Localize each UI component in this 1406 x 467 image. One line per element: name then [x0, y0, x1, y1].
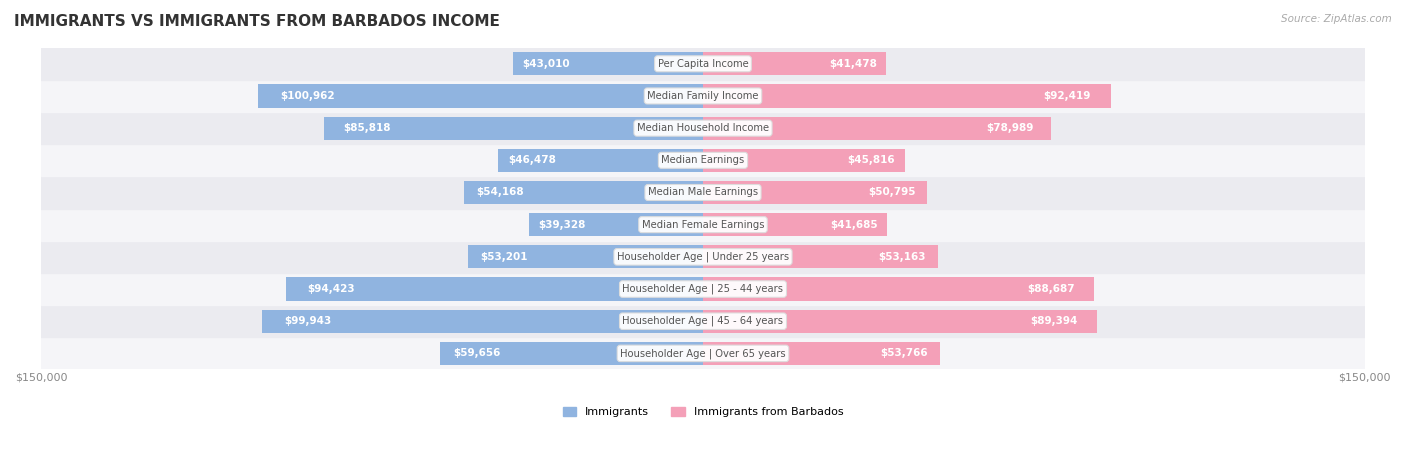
Bar — [703, 310, 1097, 333]
Bar — [41, 305, 1365, 337]
Legend: Immigrants, Immigrants from Barbados: Immigrants, Immigrants from Barbados — [558, 403, 848, 422]
Bar — [257, 85, 703, 107]
Bar — [703, 181, 927, 204]
Bar — [464, 181, 703, 204]
Text: $89,394: $89,394 — [1031, 316, 1077, 326]
Text: $78,989: $78,989 — [987, 123, 1033, 133]
Bar — [530, 213, 703, 236]
Text: IMMIGRANTS VS IMMIGRANTS FROM BARBADOS INCOME: IMMIGRANTS VS IMMIGRANTS FROM BARBADOS I… — [14, 14, 501, 29]
Text: Householder Age | 25 - 44 years: Householder Age | 25 - 44 years — [623, 284, 783, 294]
Text: Median Female Earnings: Median Female Earnings — [641, 219, 765, 230]
Bar — [41, 80, 1365, 112]
Text: $100,962: $100,962 — [280, 91, 335, 101]
Bar — [703, 277, 1094, 301]
Bar — [703, 52, 886, 75]
Text: $46,478: $46,478 — [508, 156, 557, 165]
Bar — [498, 149, 703, 172]
Text: Median Family Income: Median Family Income — [647, 91, 759, 101]
Bar — [41, 241, 1365, 273]
Text: Householder Age | 45 - 64 years: Householder Age | 45 - 64 years — [623, 316, 783, 326]
Text: $54,168: $54,168 — [477, 187, 523, 198]
Bar — [41, 273, 1365, 305]
Bar — [41, 209, 1365, 241]
Text: Median Male Earnings: Median Male Earnings — [648, 187, 758, 198]
Text: $59,656: $59,656 — [453, 348, 501, 358]
Bar — [41, 337, 1365, 369]
Bar — [703, 245, 938, 269]
Text: $43,010: $43,010 — [523, 59, 571, 69]
Text: $85,818: $85,818 — [343, 123, 391, 133]
Text: $88,687: $88,687 — [1026, 284, 1074, 294]
Text: $41,478: $41,478 — [830, 59, 877, 69]
Bar — [325, 117, 703, 140]
Bar — [41, 112, 1365, 144]
Text: $50,795: $50,795 — [869, 187, 915, 198]
Text: $53,201: $53,201 — [479, 252, 527, 262]
Text: $39,328: $39,328 — [538, 219, 585, 230]
Text: Householder Age | Under 25 years: Householder Age | Under 25 years — [617, 252, 789, 262]
Bar — [703, 149, 905, 172]
Bar — [513, 52, 703, 75]
Text: Householder Age | Over 65 years: Householder Age | Over 65 years — [620, 348, 786, 359]
Text: Median Earnings: Median Earnings — [661, 156, 745, 165]
Bar — [468, 245, 703, 269]
Bar — [41, 144, 1365, 177]
Bar — [41, 48, 1365, 80]
Text: $94,423: $94,423 — [308, 284, 354, 294]
Text: $41,685: $41,685 — [830, 219, 877, 230]
Bar — [262, 310, 703, 333]
Text: $53,766: $53,766 — [880, 348, 928, 358]
Text: $92,419: $92,419 — [1043, 91, 1090, 101]
Bar — [703, 213, 887, 236]
Text: Source: ZipAtlas.com: Source: ZipAtlas.com — [1281, 14, 1392, 24]
Bar — [703, 85, 1111, 107]
Bar — [41, 177, 1365, 209]
Bar — [287, 277, 703, 301]
Bar — [703, 342, 941, 365]
Text: $53,163: $53,163 — [879, 252, 925, 262]
Text: $99,943: $99,943 — [284, 316, 332, 326]
Text: $45,816: $45,816 — [848, 156, 896, 165]
Bar — [440, 342, 703, 365]
Bar — [703, 117, 1052, 140]
Text: Per Capita Income: Per Capita Income — [658, 59, 748, 69]
Text: Median Household Income: Median Household Income — [637, 123, 769, 133]
